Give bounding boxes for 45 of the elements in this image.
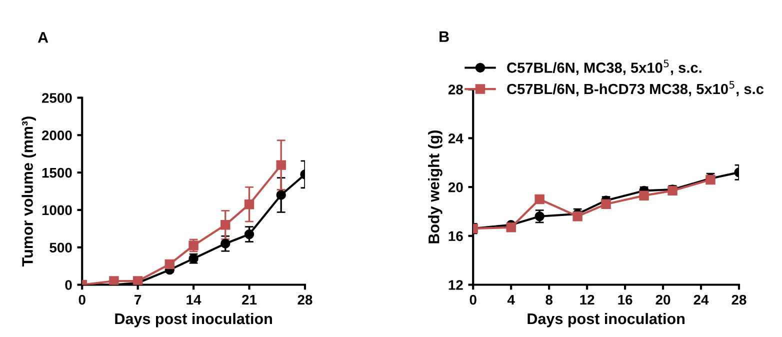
y-tick-label: 12	[448, 280, 463, 290]
y-tick-label: 28	[448, 84, 463, 94]
x-tick-label: 21	[242, 294, 257, 305]
point	[276, 160, 286, 170]
x-tick-label: 0	[78, 294, 86, 305]
x-tick-label: 14	[186, 294, 202, 305]
point	[244, 229, 254, 240]
point	[244, 199, 254, 210]
x-axis-title: Days post inoculation	[528, 312, 684, 328]
x-tick-label: 8	[546, 294, 553, 305]
point	[534, 194, 544, 204]
x-tick-label: 28	[298, 294, 312, 305]
y-axis-title: Tumor volume (mm³)	[22, 116, 36, 266]
point	[572, 211, 582, 222]
y-axis-title: Body weight (g)	[428, 130, 442, 244]
point	[506, 222, 516, 232]
y-tick-label: 20	[448, 182, 463, 192]
point	[276, 190, 286, 200]
y-tick-label: 2500	[42, 93, 72, 103]
y-tick-label: 1500	[42, 168, 72, 178]
chart-title: B	[440, 31, 449, 42]
x-tick-label: 7	[134, 294, 142, 305]
y-tick-label: 24	[448, 134, 464, 144]
y-tick-label: 16	[448, 231, 463, 242]
y-tick-label: 0	[65, 280, 72, 290]
chart-title: A	[38, 32, 48, 43]
x-tick-label: 20	[656, 294, 670, 305]
x-axis-title: Days post inoculation	[115, 312, 272, 328]
point	[220, 220, 230, 230]
x-tick-label: 28	[732, 294, 746, 305]
x-tick-label: 4	[507, 294, 515, 305]
legend-label: C57BL/6N, MC38, 5x10$^{5}$, s.c.	[507, 60, 702, 75]
point	[164, 259, 175, 270]
x-tick-label: 24	[694, 294, 709, 305]
x-tick-label: 16	[618, 294, 632, 305]
y-tick-label: 500	[50, 242, 72, 253]
point	[639, 190, 649, 200]
x-tick-label: 0	[470, 294, 476, 305]
x-tick-label: 12	[580, 294, 594, 305]
y-tick-label: 2000	[42, 130, 72, 140]
legend-label: C57BL/6N, B-hCD73 MC38, 5x10$^{5}$, s.c	[507, 81, 764, 96]
y-tick-label: 1000	[42, 205, 72, 216]
point	[109, 276, 119, 285]
point	[220, 238, 230, 248]
point	[601, 199, 611, 209]
